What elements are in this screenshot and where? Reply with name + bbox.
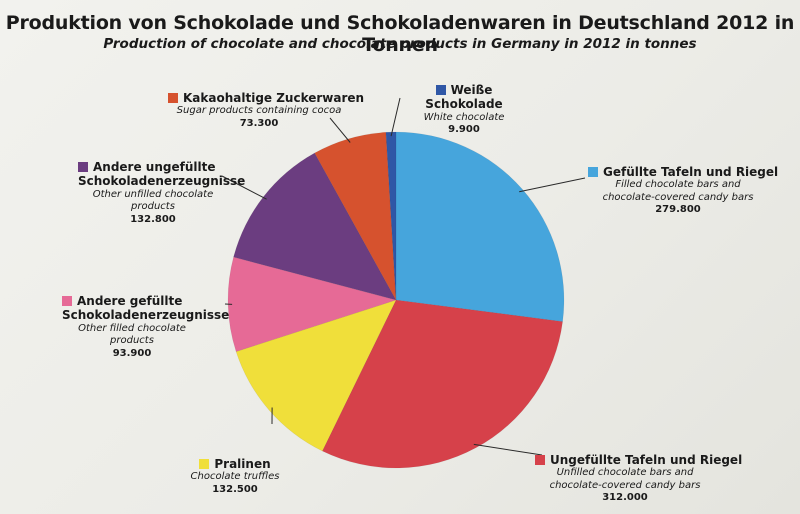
pie-slice-pralinen — [235, 299, 397, 452]
leader-line-white-chocolate — [390, 97, 401, 137]
label-filled-bars: Gefüllte Tafeln und Riegel Filled chocol… — [588, 165, 778, 217]
slice-label: Andere ungefüllte Schokoladenerzeugnisse — [78, 160, 246, 189]
pie-slice-unfilled-bars — [321, 299, 563, 469]
slice-value: 93.900 — [112, 347, 152, 359]
slice-label-en: Filled chocolate bars and chocolate-cove… — [602, 179, 754, 203]
leader-line-other-unfilled — [221, 175, 267, 200]
slice-value: 9.900 — [448, 124, 480, 136]
slice-label-en: Chocolate truffles — [190, 471, 280, 483]
slice-label: Andere gefüllte Schokoladenerzeugnisse — [62, 294, 230, 323]
label-cocoa-sugar: Kakaohaltige Zuckerwaren Sugar products … — [168, 91, 364, 130]
pie-slice-cocoa-sugar — [314, 131, 397, 301]
label-other-filled: Andere gefüllte Schokoladenerzeugnisse O… — [62, 294, 242, 360]
label-pralinen: Pralinen Chocolate truffles 132.500 — [180, 457, 290, 496]
slice-label-en: Other filled chocolate products — [78, 322, 186, 347]
slice-label-en: Sugar products containing cocoa — [176, 105, 342, 117]
slice-label: Weiße Schokolade — [425, 83, 503, 112]
leader-line-cocoa-sugar — [329, 117, 351, 143]
swatch-white-chocolate — [435, 85, 446, 95]
swatch-cocoa-sugar — [168, 93, 178, 103]
slice-value: 73.300 — [239, 117, 279, 129]
swatch-filled-bars — [588, 167, 598, 177]
slice-label-en: Unfilled chocolate bars and chocolate-co… — [549, 467, 701, 491]
label-white-chocolate: Weiße Schokolade White chocolate 9.900 — [404, 83, 524, 137]
slice-label: Pralinen — [214, 457, 271, 471]
slice-value: 132.500 — [212, 483, 258, 495]
swatch-unfilled-bars — [535, 455, 545, 465]
slice-label: Kakaohaltige Zuckerwaren — [183, 91, 365, 105]
slice-value: 279.800 — [655, 204, 701, 216]
leader-line-filled-bars — [519, 177, 586, 193]
slice-label-en: Other unfilled chocolate products — [92, 188, 214, 213]
label-unfilled-bars: Ungefüllte Tafeln und Riegel Unfilled ch… — [535, 453, 742, 505]
slice-label: Ungefüllte Tafeln und Riegel — [550, 453, 743, 467]
pie-slice-other-unfilled — [233, 152, 397, 301]
swatch-other-filled — [62, 296, 72, 306]
pie-slice-filled-bars — [395, 131, 565, 322]
pie-slice-white-chocolate — [385, 131, 397, 301]
leader-line-unfilled-bars — [473, 443, 543, 456]
swatch-other-unfilled — [78, 162, 88, 172]
chart-subtitle: Production of chocolate and chocolate pr… — [103, 36, 697, 52]
chart-title: Produktion von Schokolade und Schokolade… — [5, 12, 795, 56]
slice-value: 132.800 — [130, 213, 176, 225]
swatch-pralinen — [199, 459, 210, 469]
slice-label: Gefüllte Tafeln und Riegel — [603, 165, 779, 179]
slice-label-en: White chocolate — [423, 111, 505, 123]
slice-value: 312.000 — [602, 492, 648, 504]
label-other-unfilled: Andere ungefüllte Schokoladenerzeugnisse… — [78, 160, 278, 226]
